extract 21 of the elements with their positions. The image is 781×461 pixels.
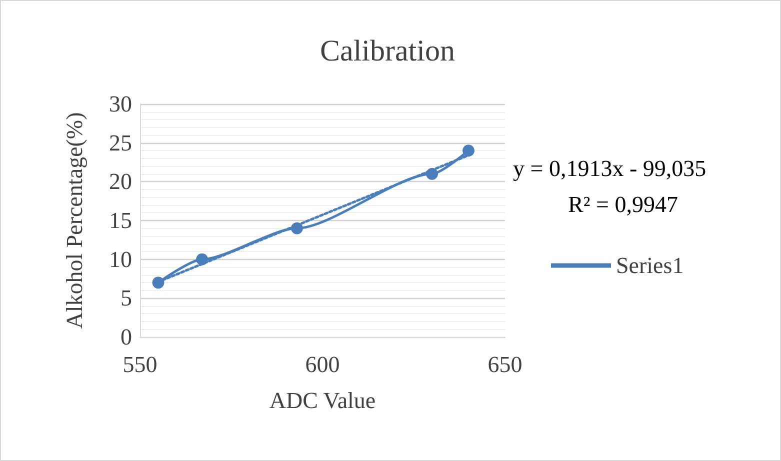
point xyxy=(196,253,208,266)
point xyxy=(462,144,474,157)
y-tick-label: 15 xyxy=(109,208,132,233)
legend-label: Series1 xyxy=(616,253,684,278)
x-tick-label: 600 xyxy=(305,352,340,377)
y-tick-label: 0 xyxy=(120,324,132,350)
y-tick-label: 5 xyxy=(120,286,132,311)
x-axis-title: ADC Value xyxy=(269,388,376,413)
point xyxy=(290,222,303,234)
y-tick-label: 20 xyxy=(109,169,132,194)
chart-title: Calibration xyxy=(320,34,455,68)
point xyxy=(152,276,164,289)
y-tick-label: 10 xyxy=(109,246,132,272)
y-tick-label: 30 xyxy=(109,92,132,116)
text: R² = 0,9947 xyxy=(568,192,678,217)
point xyxy=(426,168,438,180)
x-tick-label: 650 xyxy=(488,352,522,377)
x-tick-label: 550 xyxy=(122,352,158,377)
text: y = 0,1913x - 99,035 xyxy=(513,156,706,181)
y-tick-label: 25 xyxy=(109,130,132,156)
y-axis-title: Alkohol Percentage(%) xyxy=(62,112,87,329)
